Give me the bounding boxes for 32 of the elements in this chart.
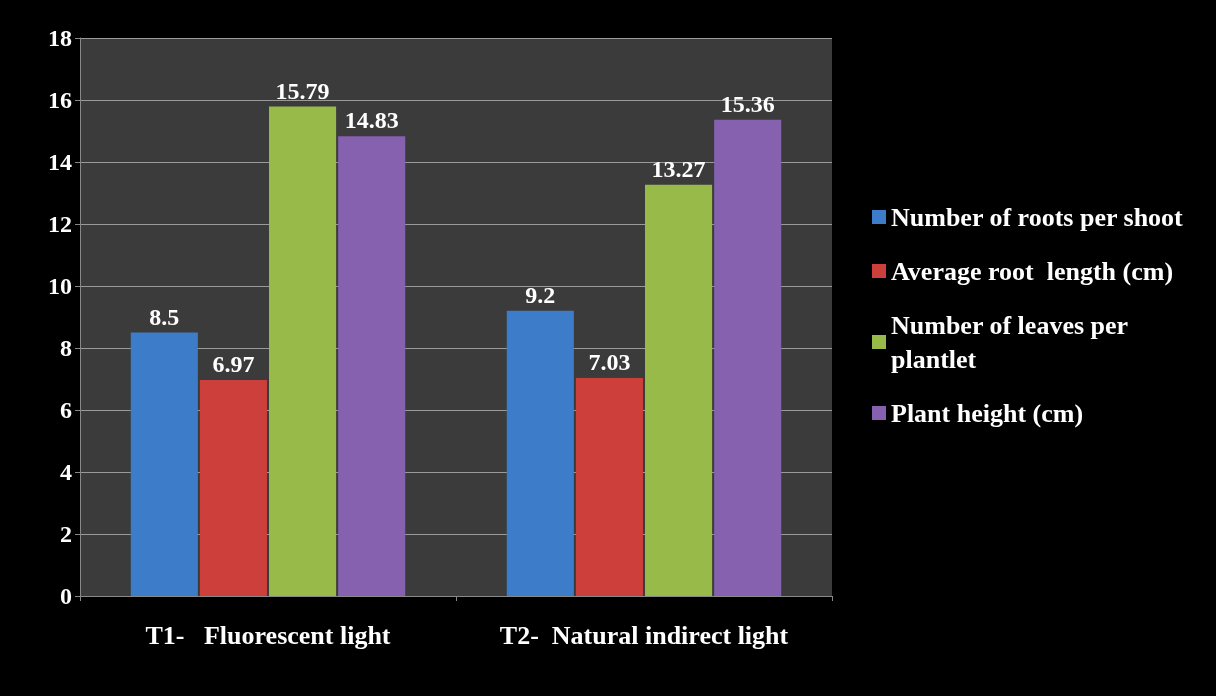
bar [199,379,267,596]
legend-label: Number of leaves per plantlet [891,310,1135,374]
legend-label: Plant height (cm) [891,398,1084,428]
x-tick-label: T2- Natural indirect light [499,620,789,650]
y-tick-label: 12 [48,211,72,237]
data-label: 14.83 [344,107,399,134]
y-tick-label: 18 [48,25,72,51]
data-label: 9.2 [525,281,556,308]
y-tick-label: 2 [60,521,72,547]
bar [645,184,713,596]
bar [714,119,782,596]
data-label: 6.97 [212,350,255,377]
legend-label: Average root length (cm) [891,256,1174,286]
y-tick-label: 14 [48,149,72,175]
bar [506,310,574,596]
data-label: 15.79 [275,77,330,104]
y-tick-label: 16 [48,87,72,113]
data-label: 8.5 [149,303,180,330]
y-tick-label: 0 [60,583,72,609]
bar [338,136,406,596]
data-label: 15.36 [720,90,775,117]
bar [130,332,198,596]
data-label: 7.03 [588,349,631,376]
bar [575,378,643,596]
data-label: 13.27 [651,155,706,182]
y-tick-label: 8 [60,335,72,361]
y-tick-label: 4 [60,459,72,485]
y-tick-label: 10 [48,273,72,299]
legend-label: Number of roots per shoot [891,202,1184,232]
x-tick-label: T1- Fluorescent light [145,620,391,650]
bar [269,106,337,596]
y-tick-label: 6 [60,397,72,423]
